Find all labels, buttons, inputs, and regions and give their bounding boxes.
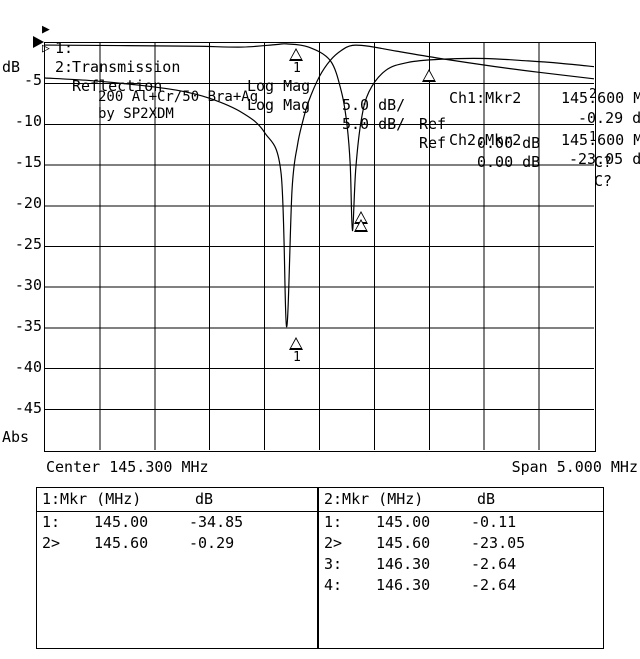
marker-readout-ch1-index: 2 [589,87,597,102]
marker-table-2-row-2-db: -2.64 [471,555,517,573]
marker-table-1-row-1-freq: 145.60 [94,534,149,552]
marker-readout-ch1-line2: -0.29 dB [449,109,640,128]
marker-readout-ch1-line1: Ch1:Mkr2 145.600 MHz [449,89,640,108]
trace-reflection [45,43,594,232]
marker-table-channel-1[interactable]: 1:Mkr (MHz) dB 1: 145.00 -34.85 2> 145.6… [36,487,318,649]
marker-table-2-row-3-index: 4: [324,576,343,594]
channel-1-number: 1: [55,39,74,57]
channel-2-cal-state: C? [594,172,613,190]
marker-2-ch2-b[interactable] [354,219,368,232]
table-row[interactable]: 3: 146.30 -2.64 [319,554,603,575]
marker-table-1-row-1-index: 2> [42,534,61,552]
marker-table-2-header: 2:Mkr (MHz) dB [319,488,603,512]
plot-title-line2: by SP2XDM [98,106,174,122]
marker-table-2-body: 1: 145.00 -0.11 2> 145.60 -23.05 3: 146.… [319,512,603,596]
channel-1-name: Transmission [72,58,181,76]
y-tick--5: -5 [23,71,42,89]
marker-table-2-row-0-index: 1: [324,513,343,531]
y-axis-title: dB [2,58,21,76]
table-row[interactable]: 1: 145.00 -34.85 [37,512,317,533]
y-tick--10: -10 [14,112,42,130]
graticule[interactable]: 200 Al+Cr/50 Bra+Ag by SP2XDM Ch1:Mkr2 145… [44,42,640,452]
marker-readout-ch2-freq: 145.600 MHz [561,131,640,149]
marker-table-2-row-1-index: 2> [324,534,343,552]
y-tick--20: -20 [14,194,42,212]
y-axis-mode-label: Abs [2,428,30,446]
marker-table-1-body: 1: 145.00 -34.85 2> 145.60 -0.29 [37,512,317,554]
span-label: Span 5.000 MHz [511,458,638,476]
marker-1-ch1-bottom[interactable] [289,337,303,350]
marker-table-2-row-1-db: -23.05 [471,534,526,552]
grid-lines [45,43,594,450]
reference-level-arrow-icon [33,36,44,48]
table-row[interactable]: 4: 146.30 -2.64 [319,575,603,596]
grid-and-traces [45,43,594,450]
marker-table-2-row-3-freq: 146.30 [376,576,431,594]
y-tick--25: -25 [14,235,42,253]
y-tick--30: -30 [14,276,42,294]
marker-readout-ch1-freq: 145.600 MHz [561,89,640,107]
trace-transmission [45,44,594,328]
marker-readout-ch2-amp: -23.05 dB [569,150,640,168]
channel-2-number: 2: [55,58,74,76]
marker-1-ch1-top-label: 1 [293,61,301,76]
marker-readout-ch2-line2: -23.05 dB [449,150,640,169]
marker-table-2-row-0-freq: 145.00 [376,513,431,531]
marker-table-channel-2[interactable]: 2:Mkr (MHz) dB 1: 145.00 -0.11 2> 145.60… [318,487,604,649]
marker-table-1-row-0-index: 1: [42,513,61,531]
plot-title: 200 Al+Cr/50 Bra+Ag by SP2XDM [98,89,258,123]
channel-2-row[interactable]: ▷ 2: Reflection Log Mag 5.0 dB/ Ref 0.00… [0,20,640,190]
marker-table-1-header-name: 1:Mkr (MHz) [42,490,142,508]
marker-1-ch1-top[interactable] [289,48,303,61]
channel-1-format: Log Mag [247,77,311,95]
marker-readout-ch1-label: Ch1:Mkr2 [449,89,522,107]
table-row[interactable]: 2> 145.60 -23.05 [319,533,603,554]
y-tick--40: -40 [14,358,42,376]
table-row[interactable]: 2> 145.60 -0.29 [37,533,317,554]
marker-table-1-row-0-freq: 145.00 [94,513,149,531]
channel-1-ref-value: 0.00 dB [477,134,541,152]
channel-1-active-icon: ▶ [42,22,50,37]
channel-2-ref-value: 0.00 dB [477,153,541,171]
marker-table-1-header-db: dB [195,490,214,508]
y-tick--15: -15 [14,153,42,171]
marker-readout-ch2-line1: Ch2:Mkr2 145.600 MHz [449,131,640,150]
table-row[interactable]: 1: 145.00 -0.11 [319,512,603,533]
center-frequency-label: Center 145.300 MHz [46,458,209,476]
marker-readout-ch2-label: Ch2:Mkr2 [449,131,522,149]
channel-1-cal-state: C? [594,153,613,171]
plot-title-line1: 200 Al+Cr/50 Bra+Ag [98,89,259,105]
channel-2-name: Reflection [72,77,163,95]
marker-table-2-row-2-freq: 146.30 [376,555,431,573]
marker-readout-ch2-index: 1 [589,130,597,145]
marker-table-2-row-0-db: -0.11 [471,513,517,531]
channel-1-scale: 5.0 dB/ [342,96,406,114]
marker-table-2-row-3-db: -2.64 [471,576,517,594]
channel-2-format: Log Mag [247,96,311,114]
marker-1-ch1-bottom-label: 1 [293,350,301,365]
marker-table-2-row-2-index: 3: [324,555,343,573]
marker-table-1-row-0-db: -34.85 [189,513,244,531]
marker-table-2-header-db: dB [477,490,496,508]
channel-1-row[interactable]: ▶ 1: Transmission Log Mag 5.0 dB/ Ref 0.… [0,1,640,171]
marker-table-2-row-1-freq: 145.60 [376,534,431,552]
marker-readout-ch1-amp: -0.29 dB [578,109,640,127]
y-tick--35: -35 [14,317,42,335]
marker-table-1-header: 1:Mkr (MHz) dB [37,488,317,512]
marker-2-ch1[interactable] [422,69,436,82]
y-axis: dB -5 -10 -15 -20 -25 -30 -35 -40 -45 Ab… [0,0,42,659]
marker-table-2-header-name: 2:Mkr (MHz) [324,490,424,508]
y-tick--45: -45 [14,399,42,417]
channel-header: ▶ 1: Transmission Log Mag 5.0 dB/ Ref 0.… [0,0,640,190]
channel-2-active-icon: ▷ [42,41,50,56]
channel-2-ref-label: Ref [419,134,447,152]
marker-table-1-row-1-db: -0.29 [189,534,235,552]
